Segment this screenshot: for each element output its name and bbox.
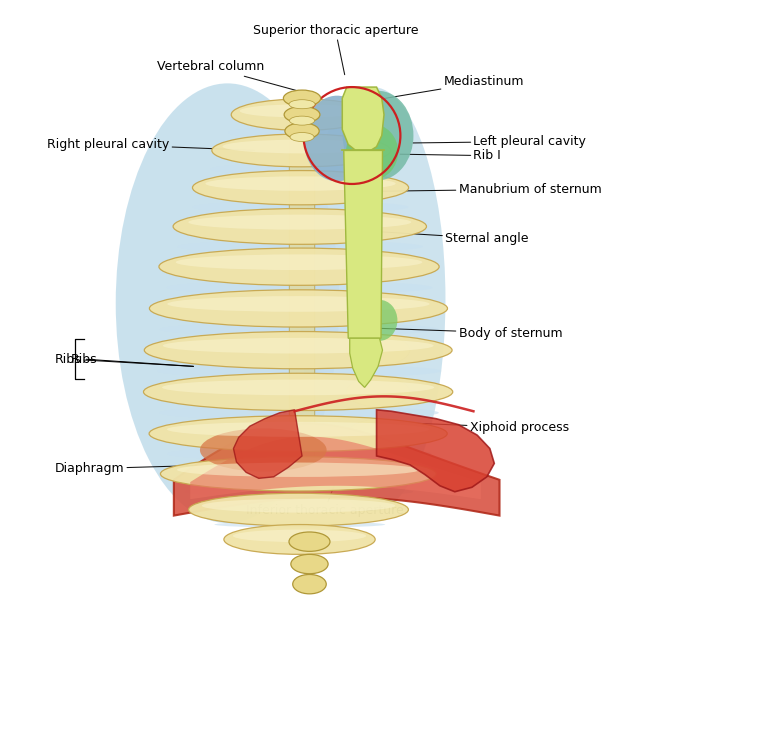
Ellipse shape — [283, 90, 321, 106]
Ellipse shape — [189, 493, 409, 526]
Text: Xiphoid process: Xiphoid process — [400, 421, 569, 434]
Ellipse shape — [167, 447, 431, 461]
Ellipse shape — [185, 487, 413, 497]
Ellipse shape — [193, 201, 409, 213]
Ellipse shape — [289, 532, 330, 551]
Ellipse shape — [160, 322, 439, 336]
Ellipse shape — [150, 289, 448, 327]
Ellipse shape — [177, 462, 419, 477]
Ellipse shape — [284, 106, 320, 123]
Ellipse shape — [212, 134, 391, 167]
Ellipse shape — [188, 215, 412, 230]
Ellipse shape — [300, 87, 445, 512]
Ellipse shape — [303, 96, 371, 181]
Text: Diaphragm: Diaphragm — [55, 462, 216, 475]
Ellipse shape — [202, 499, 396, 512]
Text: Body of sternum: Body of sternum — [367, 327, 562, 340]
Ellipse shape — [293, 574, 326, 594]
Ellipse shape — [223, 140, 380, 153]
Ellipse shape — [144, 331, 452, 369]
Ellipse shape — [159, 248, 439, 285]
Ellipse shape — [290, 116, 315, 125]
Ellipse shape — [167, 422, 429, 437]
Text: Sternal angle: Sternal angle — [369, 231, 528, 245]
Ellipse shape — [149, 416, 447, 452]
Ellipse shape — [160, 405, 439, 420]
Text: Left pleural cavity: Left pleural cavity — [413, 135, 586, 148]
Ellipse shape — [346, 124, 398, 180]
Ellipse shape — [289, 99, 315, 108]
Ellipse shape — [343, 91, 413, 180]
Ellipse shape — [176, 254, 422, 270]
Ellipse shape — [200, 429, 326, 472]
Ellipse shape — [224, 524, 376, 554]
Polygon shape — [349, 338, 382, 387]
Polygon shape — [343, 87, 384, 150]
Ellipse shape — [291, 554, 328, 574]
Ellipse shape — [193, 171, 409, 205]
Ellipse shape — [231, 99, 372, 130]
Ellipse shape — [362, 300, 397, 341]
Ellipse shape — [177, 240, 423, 253]
Ellipse shape — [161, 457, 436, 491]
Ellipse shape — [210, 163, 392, 175]
Text: Superior thoracic aperture: Superior thoracic aperture — [253, 24, 419, 75]
Ellipse shape — [157, 364, 441, 378]
Ellipse shape — [290, 132, 314, 141]
Ellipse shape — [173, 209, 426, 245]
Ellipse shape — [285, 123, 319, 139]
Ellipse shape — [206, 177, 396, 191]
Text: Vertebral column: Vertebral column — [157, 61, 303, 92]
Ellipse shape — [350, 460, 406, 488]
Ellipse shape — [162, 379, 434, 395]
Polygon shape — [190, 437, 481, 499]
Polygon shape — [233, 410, 302, 478]
Ellipse shape — [163, 338, 434, 354]
Text: Rib I: Rib I — [400, 149, 502, 162]
Text: Inferior thoracic aperture: Inferior thoracic aperture — [246, 475, 403, 518]
Polygon shape — [174, 423, 499, 515]
Polygon shape — [376, 410, 495, 491]
Text: Ribs: Ribs — [71, 352, 98, 366]
Text: Mediastinum: Mediastinum — [379, 76, 524, 99]
Text: Ribs: Ribs — [55, 352, 194, 367]
Ellipse shape — [214, 521, 386, 527]
Polygon shape — [344, 150, 382, 338]
Ellipse shape — [346, 335, 410, 365]
Text: Right pleural cavity: Right pleural cavity — [47, 138, 254, 151]
Ellipse shape — [167, 280, 432, 294]
Ellipse shape — [346, 377, 410, 407]
Ellipse shape — [233, 530, 366, 542]
Ellipse shape — [240, 104, 364, 117]
Ellipse shape — [167, 296, 429, 312]
FancyBboxPatch shape — [290, 102, 315, 468]
Ellipse shape — [144, 373, 453, 411]
Ellipse shape — [116, 83, 339, 523]
Text: Manubrium of sternum: Manubrium of sternum — [369, 183, 601, 196]
Ellipse shape — [228, 127, 376, 138]
Ellipse shape — [348, 420, 409, 448]
